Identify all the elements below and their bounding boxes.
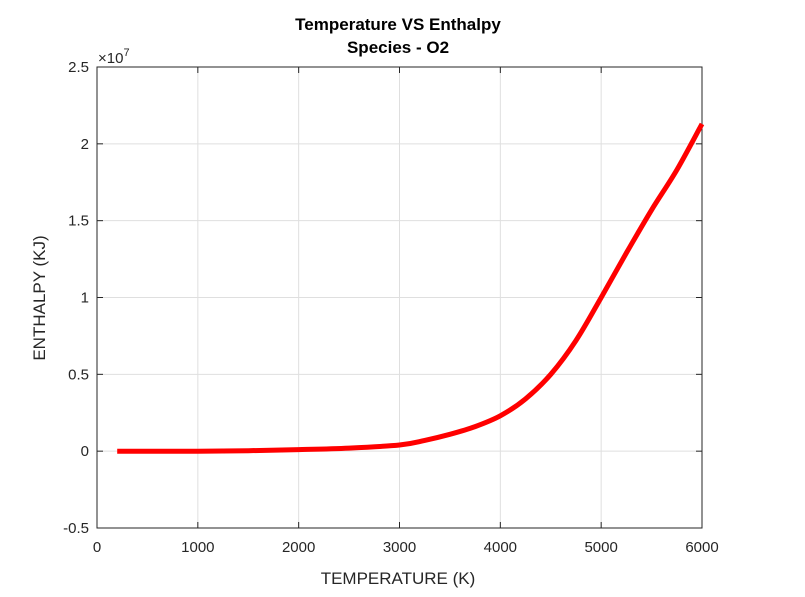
x-tick-label: 2000: [282, 539, 315, 556]
x-tick-label: 1000: [181, 539, 214, 556]
x-tick-marks: [96, 67, 703, 528]
y-tick-label: 2.5: [68, 59, 89, 76]
x-axis-label: TEMPERATURE (K): [321, 569, 476, 588]
x-tick-labels: 0 1000 2000 3000 4000 5000 6000: [93, 539, 719, 556]
y-tick-label: 0.5: [68, 366, 89, 383]
y-axis-label: ENTHALPY (KJ): [30, 235, 49, 360]
y-exponent-power: 7: [123, 47, 129, 59]
x-tick-label: 0: [93, 539, 101, 556]
chart-title: Temperature VS Enthalpy: [295, 15, 501, 34]
y-exponent-multiplier: ×10: [98, 50, 123, 67]
series-line: [117, 122, 705, 454]
y-tick-labels: -0.5 0 0.5 1 1.5 2 2.5: [63, 59, 89, 537]
series-layer: [117, 122, 705, 454]
y-tick-label: -0.5: [63, 520, 89, 537]
y-tick-label: 1: [81, 290, 89, 307]
y-tick-label: 0: [81, 443, 89, 460]
y-tick-label: 1.5: [68, 213, 89, 230]
x-tick-label: 3000: [383, 539, 416, 556]
chart-subtitle: Species - O2: [347, 38, 449, 57]
y-exponent-base: ×107: [98, 47, 130, 67]
y-tick-marks: [97, 66, 702, 529]
x-tick-label: 6000: [685, 539, 718, 556]
x-tick-label: 4000: [484, 539, 517, 556]
x-tick-label: 5000: [584, 539, 617, 556]
y-tick-label: 2: [81, 136, 89, 153]
